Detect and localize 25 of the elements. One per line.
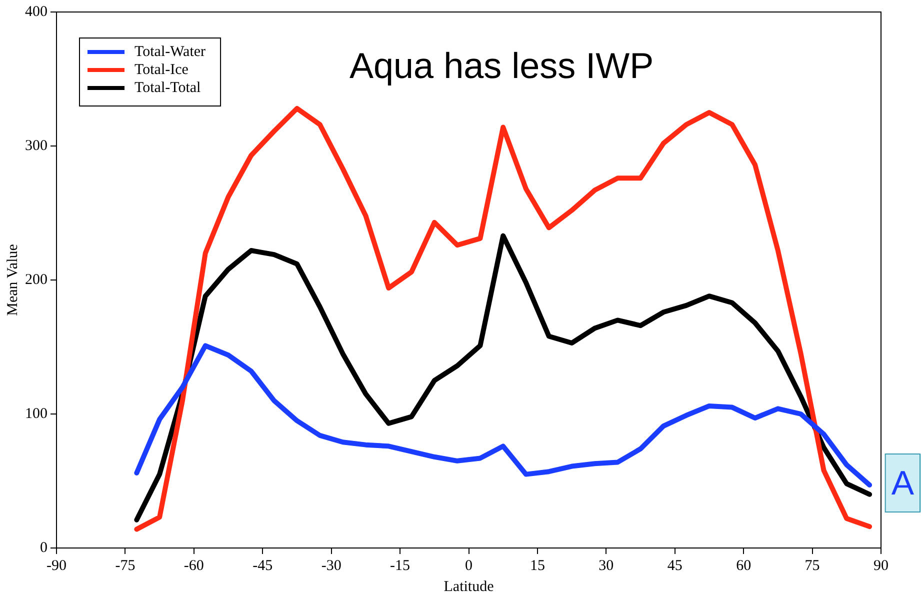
- legend-label: Total-Water: [134, 44, 206, 60]
- x-tick-label: -75: [115, 558, 136, 574]
- y-tick-label: 0: [40, 540, 48, 556]
- y-axis-title: Mean Value: [4, 244, 21, 316]
- legend-label: Total-Total: [134, 80, 201, 96]
- x-tick-label: -60: [184, 558, 204, 574]
- x-tick-label: 75: [804, 558, 820, 574]
- x-tick-label: 60: [736, 558, 752, 574]
- x-tick-label: 15: [530, 558, 545, 574]
- y-tick-label: 100: [25, 406, 48, 422]
- text: A: [891, 464, 914, 502]
- annotation: Aqua has less IWP: [350, 45, 654, 86]
- y-tick-label: 300: [25, 138, 48, 154]
- y-tick-label: 200: [25, 272, 48, 288]
- x-tick-label: -45: [252, 558, 273, 574]
- x-tick-label: -90: [46, 558, 66, 574]
- x-tick-label: 45: [667, 558, 682, 574]
- x-tick-label: 90: [874, 558, 888, 574]
- x-tick-label: -15: [390, 558, 410, 574]
- x-tick-label: -30: [321, 558, 342, 574]
- legend-label: Total-Ice: [134, 62, 189, 78]
- x-tick-label: 0: [465, 558, 472, 574]
- y-tick-label: 400: [25, 4, 48, 20]
- x-axis-title: Latitude: [444, 578, 494, 595]
- x-tick-label: 30: [598, 558, 614, 574]
